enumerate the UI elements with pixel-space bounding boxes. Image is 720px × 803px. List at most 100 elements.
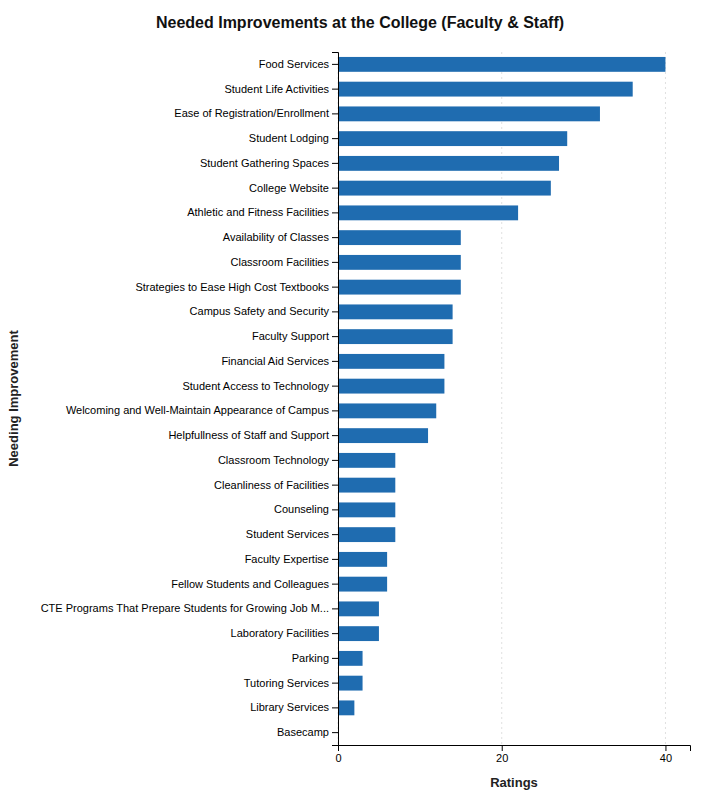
x-axis-line bbox=[339, 746, 691, 752]
y-tick: Food Services bbox=[259, 58, 338, 70]
y-tick-label: Faculty Support bbox=[252, 330, 329, 342]
y-tick: Campus Safety and Security bbox=[190, 305, 338, 317]
bar bbox=[338, 181, 551, 196]
y-tick: Faculty Expertise bbox=[245, 553, 338, 565]
bar bbox=[338, 354, 444, 369]
y-tick-label: Ease of Registration/Enrollment bbox=[174, 107, 329, 119]
x-tick: 40 bbox=[660, 745, 672, 764]
bar bbox=[338, 552, 387, 567]
x-tick: 20 bbox=[496, 745, 508, 764]
y-tick-label: Fellow Students and Colleagues bbox=[171, 578, 329, 590]
y-tick: Availability of Classes bbox=[223, 231, 338, 243]
x-tick-label: 20 bbox=[496, 752, 508, 764]
y-tick-mark bbox=[332, 138, 338, 139]
y-tick-mark bbox=[332, 163, 338, 164]
bar bbox=[338, 156, 559, 171]
y-tick-label: Welcoming and Well-Maintain Appearance o… bbox=[66, 404, 330, 416]
y-tick: Student Access to Technology bbox=[182, 380, 338, 392]
y-axis-title: Needing Improvement bbox=[6, 330, 21, 467]
y-tick-mark bbox=[332, 287, 338, 288]
y-tick-label: Faculty Expertise bbox=[245, 553, 329, 565]
y-tick-label: Classroom Facilities bbox=[231, 256, 330, 268]
bar bbox=[338, 131, 567, 146]
x-axis: 0 20 40 bbox=[335, 745, 690, 764]
bar bbox=[338, 329, 453, 344]
y-tick-mark bbox=[332, 683, 338, 684]
x-axis-title: Ratings bbox=[490, 775, 538, 790]
y-tick-label: CTE Programs That Prepare Students for G… bbox=[41, 602, 329, 614]
y-tick: Cleanliness of Facilities bbox=[214, 479, 338, 491]
y-tick-label: Basecamp bbox=[277, 726, 329, 738]
y-tick-mark bbox=[332, 658, 338, 659]
y-tick: CTE Programs That Prepare Students for G… bbox=[41, 602, 338, 614]
y-tick-label: Student Access to Technology bbox=[182, 380, 329, 392]
y-tick-mark bbox=[332, 237, 338, 238]
chart-svg: Needed Improvements at the College (Facu… bbox=[0, 0, 720, 803]
y-tick: Student Life Activities bbox=[224, 83, 338, 95]
y-tick-label: Helpfullness of Staff and Support bbox=[168, 429, 329, 441]
y-tick-label: Counseling bbox=[274, 503, 329, 515]
plot-area: 0 20 40 Food Services Student Life Activitie… bbox=[41, 52, 691, 764]
y-tick-mark bbox=[332, 485, 338, 486]
y-tick-mark bbox=[332, 633, 338, 634]
y-tick-label: Cleanliness of Facilities bbox=[214, 479, 329, 491]
y-tick: Counseling bbox=[274, 503, 338, 515]
y-tick-label: Strategies to Ease High Cost Textbooks bbox=[135, 281, 329, 293]
y-tick: Fellow Students and Colleagues bbox=[171, 578, 338, 590]
bar bbox=[338, 601, 379, 616]
y-tick: Classroom Technology bbox=[218, 454, 338, 466]
y-tick-label: Student Life Activities bbox=[224, 83, 329, 95]
y-tick-mark bbox=[332, 212, 338, 213]
bar bbox=[338, 205, 518, 220]
y-tick: Student Services bbox=[246, 528, 338, 540]
y-tick: Student Lodging bbox=[249, 132, 338, 144]
y-tick: Basecamp bbox=[277, 726, 338, 738]
bar bbox=[338, 106, 600, 121]
x-tick: 0 bbox=[335, 745, 341, 764]
y-tick: Financial Aid Services bbox=[221, 355, 338, 367]
y-tick-label: Financial Aid Services bbox=[221, 355, 329, 367]
y-tick: Library Services bbox=[250, 701, 338, 713]
x-tick-mark bbox=[502, 745, 503, 751]
y-tick: Ease of Registration/Enrollment bbox=[174, 107, 338, 119]
y-tick: Helpfullness of Staff and Support bbox=[168, 429, 338, 441]
y-axis-line bbox=[332, 53, 339, 746]
y-tick-mark bbox=[332, 386, 338, 387]
y-tick-label: Student Lodging bbox=[249, 132, 329, 144]
y-tick-mark bbox=[332, 262, 338, 263]
bar bbox=[338, 57, 665, 72]
y-tick: Laboratory Facilities bbox=[231, 627, 338, 639]
y-tick-label: Classroom Technology bbox=[218, 454, 330, 466]
y-tick-label: Availability of Classes bbox=[223, 231, 330, 243]
bar bbox=[338, 304, 453, 319]
y-tick-mark bbox=[332, 534, 338, 535]
y-tick-mark bbox=[332, 435, 338, 436]
y-tick-label: Library Services bbox=[250, 701, 329, 713]
chart-container: Needed Improvements at the College (Facu… bbox=[0, 0, 720, 803]
y-tick-label: Student Services bbox=[246, 528, 330, 540]
y-tick: Classroom Facilities bbox=[231, 256, 338, 268]
y-tick-mark bbox=[332, 460, 338, 461]
bar bbox=[338, 502, 395, 517]
y-tick-label: Food Services bbox=[259, 58, 330, 70]
y-tick-mark bbox=[332, 732, 338, 733]
bar bbox=[338, 379, 444, 394]
bar bbox=[338, 403, 436, 418]
y-axis: Food Services Student Life Activities Ease… bbox=[41, 53, 339, 746]
y-tick: Parking bbox=[292, 652, 338, 664]
y-tick-label: Tutoring Services bbox=[244, 677, 330, 689]
y-tick-mark bbox=[332, 361, 338, 362]
x-tick-label: 40 bbox=[660, 752, 672, 764]
chart-title: Needed Improvements at the College (Facu… bbox=[156, 14, 564, 31]
y-tick: Strategies to Ease High Cost Textbooks bbox=[135, 281, 338, 293]
y-tick-label: Parking bbox=[292, 652, 329, 664]
y-tick: College Website bbox=[249, 182, 338, 194]
grid-line bbox=[665, 52, 666, 745]
grid bbox=[338, 52, 665, 745]
y-tick-mark bbox=[332, 608, 338, 609]
bar bbox=[338, 676, 363, 691]
bar bbox=[338, 280, 461, 295]
y-tick-mark bbox=[332, 707, 338, 708]
y-tick-mark bbox=[332, 584, 338, 585]
x-tick-mark bbox=[665, 745, 666, 751]
